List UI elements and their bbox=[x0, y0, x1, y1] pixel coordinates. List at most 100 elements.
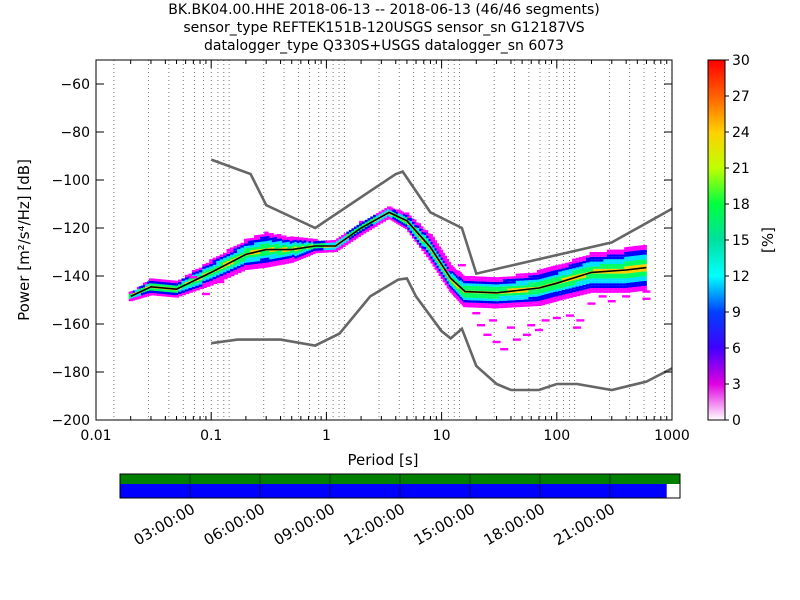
density-cell bbox=[554, 296, 560, 299]
density-cell bbox=[463, 302, 468, 305]
density-cell bbox=[642, 257, 647, 260]
density-cell bbox=[532, 291, 538, 295]
density-cell bbox=[582, 265, 588, 269]
density-cell bbox=[292, 249, 297, 253]
density-cell bbox=[301, 238, 306, 242]
density-cell bbox=[606, 288, 612, 291]
outlier-cell bbox=[573, 326, 582, 329]
density-cell bbox=[264, 231, 269, 234]
density-cell bbox=[381, 219, 386, 222]
density-cell bbox=[494, 277, 500, 280]
density-cell bbox=[233, 260, 238, 263]
density-cell bbox=[264, 262, 269, 266]
density-cell bbox=[271, 263, 277, 267]
density-cell bbox=[287, 246, 292, 249]
density-cell bbox=[266, 233, 272, 236]
density-cell bbox=[219, 271, 225, 274]
density-cell bbox=[154, 293, 159, 296]
density-cell bbox=[485, 276, 490, 280]
density-cell bbox=[498, 286, 504, 289]
density-cell bbox=[554, 274, 560, 278]
density-cell bbox=[507, 302, 512, 306]
density-cell bbox=[596, 280, 601, 284]
density-cell bbox=[276, 250, 282, 254]
density-cell bbox=[236, 270, 242, 274]
density-cell bbox=[592, 254, 598, 257]
density-cell bbox=[219, 276, 225, 279]
density-cell bbox=[294, 239, 299, 242]
time-label: 06:00:00 bbox=[201, 500, 268, 549]
density-cell bbox=[271, 237, 277, 240]
density-cell bbox=[466, 295, 471, 298]
density-cell bbox=[212, 274, 218, 277]
density-cell bbox=[575, 264, 581, 268]
density-cell bbox=[361, 223, 367, 227]
density-cell bbox=[472, 285, 478, 289]
density-cell bbox=[620, 290, 626, 293]
density-cell bbox=[308, 247, 314, 251]
density-cell bbox=[159, 281, 164, 285]
density-cell bbox=[617, 276, 622, 279]
density-cell bbox=[269, 247, 274, 250]
density-cell bbox=[620, 254, 626, 257]
density-cell bbox=[491, 289, 496, 292]
density-cell bbox=[485, 293, 490, 297]
density-cell bbox=[606, 276, 612, 279]
density-cell bbox=[303, 252, 309, 255]
density-cell bbox=[498, 305, 504, 309]
density-cell bbox=[303, 249, 309, 253]
density-cell bbox=[287, 244, 292, 247]
density-cell bbox=[414, 239, 419, 242]
density-cell bbox=[582, 284, 588, 288]
density-cell bbox=[613, 264, 619, 267]
density-cell bbox=[174, 290, 180, 293]
density-cell bbox=[233, 250, 238, 254]
density-cell bbox=[289, 243, 295, 246]
density-cell bbox=[558, 271, 563, 274]
density-cell bbox=[282, 242, 287, 246]
density-cell bbox=[266, 259, 272, 263]
density-cell bbox=[271, 242, 277, 245]
density-cell bbox=[582, 275, 588, 278]
outlier-cell bbox=[598, 295, 607, 298]
density-cell bbox=[481, 305, 487, 308]
density-cell bbox=[606, 283, 612, 286]
density-cell bbox=[511, 305, 517, 308]
density-cell bbox=[351, 233, 356, 236]
density-cell bbox=[188, 285, 193, 288]
density-cell bbox=[475, 293, 481, 296]
density-cell bbox=[181, 280, 186, 284]
density-cell bbox=[596, 264, 601, 267]
density-cell bbox=[472, 288, 478, 291]
density-cell bbox=[603, 273, 608, 276]
colorbar-tick-label: 3 bbox=[732, 377, 741, 393]
density-cell bbox=[432, 240, 437, 243]
density-cell bbox=[481, 286, 487, 289]
density-cell bbox=[216, 265, 221, 269]
density-cell bbox=[373, 214, 378, 218]
density-cell bbox=[515, 288, 521, 291]
density-cell bbox=[603, 261, 608, 264]
density-cell bbox=[351, 235, 356, 238]
density-cell bbox=[367, 218, 372, 221]
density-cell bbox=[411, 233, 417, 237]
density-cell bbox=[271, 239, 277, 243]
density-cell bbox=[284, 251, 290, 255]
density-cell bbox=[528, 280, 533, 283]
density-cell bbox=[575, 269, 581, 273]
density-cell bbox=[219, 259, 225, 262]
density-cell bbox=[333, 242, 339, 245]
density-cell bbox=[306, 251, 311, 254]
density-cell bbox=[606, 290, 612, 293]
density-cell bbox=[336, 245, 341, 248]
colorbar-tick-label: 24 bbox=[732, 125, 750, 141]
density-cell bbox=[299, 256, 304, 259]
density-cell bbox=[264, 255, 269, 258]
density-cell bbox=[519, 297, 525, 300]
density-cell bbox=[592, 264, 598, 267]
density-cell bbox=[359, 225, 364, 228]
density-cell bbox=[284, 242, 290, 245]
density-cell bbox=[294, 248, 299, 252]
density-cell bbox=[582, 258, 588, 261]
density-cell bbox=[469, 285, 474, 289]
